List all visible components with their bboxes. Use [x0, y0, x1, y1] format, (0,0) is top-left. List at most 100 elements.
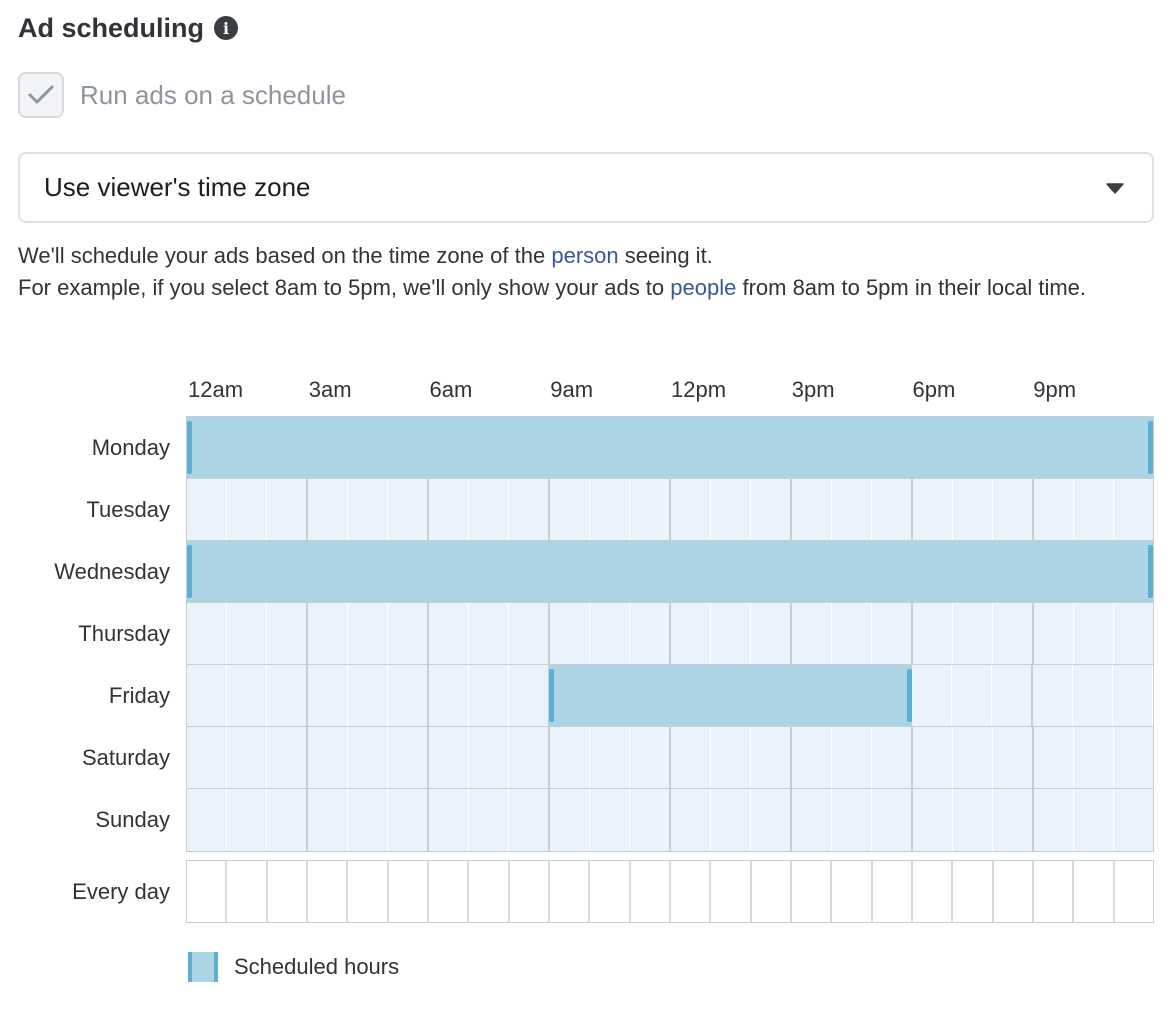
hour-cell[interactable]: [429, 789, 469, 851]
every-day-hour-cell[interactable]: [1034, 861, 1075, 922]
hour-cell[interactable]: [913, 727, 953, 788]
hour-cell[interactable]: [953, 727, 993, 788]
hour-cell[interactable]: [671, 479, 711, 540]
hour-cell[interactable]: [1074, 479, 1114, 540]
hour-cell[interactable]: [671, 789, 711, 851]
hour-cell[interactable]: [952, 665, 993, 726]
every-day-hour-cell[interactable]: [994, 861, 1034, 922]
hour-cell[interactable]: [348, 727, 388, 788]
hour-cell[interactable]: [227, 603, 267, 664]
hour-cell[interactable]: [751, 479, 792, 540]
hour-cell[interactable]: [187, 479, 227, 540]
hour-cell[interactable]: [872, 727, 913, 788]
hour-cell[interactable]: [751, 789, 792, 851]
scheduled-block[interactable]: [187, 541, 1153, 602]
hour-cell[interactable]: [509, 603, 550, 664]
hour-cell[interactable]: [469, 479, 509, 540]
schedule-grid[interactable]: [186, 416, 1154, 852]
hour-cell[interactable]: [308, 603, 348, 664]
schedule-row-saturday[interactable]: [187, 727, 1153, 789]
every-day-hour-cell[interactable]: [590, 861, 631, 922]
scheduled-block[interactable]: [549, 665, 912, 726]
hour-cell[interactable]: [1114, 727, 1153, 788]
hour-cell[interactable]: [509, 789, 550, 851]
hour-cell[interactable]: [550, 789, 590, 851]
timezone-select[interactable]: Use viewer's time zone: [18, 152, 1154, 223]
every-day-row[interactable]: [186, 860, 1154, 923]
hour-cell[interactable]: [590, 727, 630, 788]
hour-cell[interactable]: [1072, 665, 1113, 726]
hour-cell[interactable]: [1034, 789, 1074, 851]
every-day-hour-cell[interactable]: [187, 861, 228, 922]
hour-cell[interactable]: [550, 727, 590, 788]
hour-cell[interactable]: [388, 603, 429, 664]
hour-cell[interactable]: [590, 789, 630, 851]
hour-cell[interactable]: [751, 727, 792, 788]
hour-cell[interactable]: [347, 665, 388, 726]
hour-cell[interactable]: [308, 727, 348, 788]
hour-cell[interactable]: [267, 479, 308, 540]
every-day-hour-cell[interactable]: [389, 861, 429, 922]
hour-cell[interactable]: [711, 727, 751, 788]
hour-cell[interactable]: [832, 727, 872, 788]
hour-cell[interactable]: [913, 603, 953, 664]
hour-cell[interactable]: [267, 789, 308, 851]
hour-cell[interactable]: [792, 479, 832, 540]
hour-cell[interactable]: [872, 603, 913, 664]
hour-cell[interactable]: [267, 727, 308, 788]
hour-cell[interactable]: [509, 727, 550, 788]
hour-cell[interactable]: [711, 479, 751, 540]
hour-cell[interactable]: [227, 479, 267, 540]
hour-cell[interactable]: [1034, 603, 1074, 664]
every-day-hour-cell[interactable]: [711, 861, 752, 922]
every-day-hour-cell[interactable]: [550, 861, 591, 922]
hour-cell[interactable]: [550, 603, 590, 664]
every-day-hour-cell[interactable]: [631, 861, 671, 922]
every-day-hour-cell[interactable]: [1115, 861, 1153, 922]
hour-cell[interactable]: [913, 789, 953, 851]
hour-cell[interactable]: [388, 727, 429, 788]
hour-cell[interactable]: [308, 789, 348, 851]
every-day-hour-cell[interactable]: [671, 861, 712, 922]
hour-cell[interactable]: [832, 479, 872, 540]
hour-cell[interactable]: [348, 789, 388, 851]
hour-cell[interactable]: [792, 603, 832, 664]
hour-cell[interactable]: [1112, 665, 1153, 726]
hour-cell[interactable]: [992, 665, 1034, 726]
hour-cell[interactable]: [267, 603, 308, 664]
hour-cell[interactable]: [630, 727, 671, 788]
hour-cell[interactable]: [348, 479, 388, 540]
every-day-hour-cell[interactable]: [268, 861, 308, 922]
hour-cell[interactable]: [187, 603, 227, 664]
hour-cell[interactable]: [953, 789, 993, 851]
hour-cell[interactable]: [469, 603, 509, 664]
hour-cell[interactable]: [792, 789, 832, 851]
hour-cell[interactable]: [953, 479, 993, 540]
hour-cell[interactable]: [872, 789, 913, 851]
hour-cell[interactable]: [468, 665, 509, 726]
hour-cell[interactable]: [469, 727, 509, 788]
every-day-hour-cell[interactable]: [752, 861, 792, 922]
hour-cell[interactable]: [872, 479, 913, 540]
hour-cell[interactable]: [711, 603, 751, 664]
hour-cell[interactable]: [509, 479, 550, 540]
scheduled-block[interactable]: [187, 417, 1153, 478]
hour-cell[interactable]: [832, 603, 872, 664]
hour-cell[interactable]: [428, 665, 469, 726]
schedule-row-tuesday[interactable]: [187, 479, 1153, 541]
every-day-hour-cell[interactable]: [429, 861, 470, 922]
schedule-row-friday[interactable]: [187, 665, 1153, 727]
hour-cell[interactable]: [226, 665, 267, 726]
hour-cell[interactable]: [308, 479, 348, 540]
hour-cell[interactable]: [590, 603, 630, 664]
hour-cell[interactable]: [590, 479, 630, 540]
hour-cell[interactable]: [187, 727, 227, 788]
every-day-hour-cell[interactable]: [348, 861, 389, 922]
info-icon[interactable]: i: [214, 16, 239, 40]
hour-cell[interactable]: [1114, 479, 1153, 540]
hour-cell[interactable]: [469, 789, 509, 851]
hour-cell[interactable]: [266, 665, 308, 726]
hour-cell[interactable]: [993, 603, 1034, 664]
hour-cell[interactable]: [1074, 789, 1114, 851]
hour-cell[interactable]: [711, 789, 751, 851]
